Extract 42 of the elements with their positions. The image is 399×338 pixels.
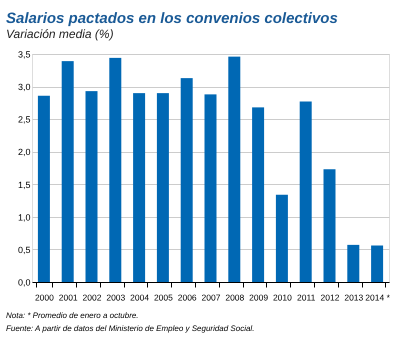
x-tick-label: 2005 bbox=[154, 292, 174, 302]
y-tick-label: 0,0 bbox=[18, 278, 30, 288]
bar bbox=[371, 246, 384, 282]
y-tick-label: 1,0 bbox=[18, 212, 30, 222]
bar bbox=[86, 91, 98, 282]
bar bbox=[156, 93, 169, 282]
bar bbox=[38, 96, 50, 282]
bar bbox=[228, 56, 240, 282]
x-tick-label: 2006 bbox=[178, 292, 197, 302]
bar bbox=[180, 78, 193, 282]
x-tick-label: 2002 bbox=[82, 292, 102, 302]
x-tick-label: 2010 bbox=[272, 292, 292, 302]
chart-title: Salarios pactados en los convenios colectivos bbox=[6, 10, 338, 27]
bar bbox=[62, 61, 74, 282]
y-tick-label: 3,0 bbox=[18, 82, 30, 92]
bar bbox=[133, 93, 146, 282]
y-tick-label: 2,5 bbox=[18, 114, 30, 125]
x-tick-label: 2004 bbox=[130, 292, 150, 302]
x-tick-label: 2001 bbox=[58, 292, 78, 302]
y-tick-label: 0,5 bbox=[18, 244, 30, 255]
x-tick-label: 2011 bbox=[297, 292, 316, 302]
x-tick-label: 2003 bbox=[106, 292, 126, 302]
text: Nota: * Promedio de enero a octubre. bbox=[6, 311, 139, 320]
y-tick-label: 3,5 bbox=[18, 50, 30, 60]
bar bbox=[324, 169, 336, 282]
x-tick-label: 2013 bbox=[344, 292, 364, 302]
x-tick-label: 2007 bbox=[202, 292, 221, 302]
bar bbox=[252, 107, 264, 282]
bar bbox=[109, 58, 122, 282]
bar bbox=[300, 102, 312, 282]
x-tick-label: 2000 bbox=[34, 292, 54, 302]
bar bbox=[347, 244, 360, 282]
y-tick-label: 1,5 bbox=[18, 180, 30, 190]
source-note: Fuente: A partir de datos del Ministerio de Empleo y Seguridad Social. bbox=[6, 324, 254, 333]
bar bbox=[204, 94, 216, 282]
y-tick-label: 2,0 bbox=[18, 147, 30, 158]
bar bbox=[276, 194, 288, 282]
x-tick-label: 2012 bbox=[320, 292, 340, 302]
x-tick-label: 2009 bbox=[249, 292, 268, 302]
x-tick-label: 2008 bbox=[225, 292, 245, 302]
chart-subtitle: Variación media (%) bbox=[6, 27, 114, 41]
x-tick-label: 2014 * bbox=[365, 292, 391, 302]
